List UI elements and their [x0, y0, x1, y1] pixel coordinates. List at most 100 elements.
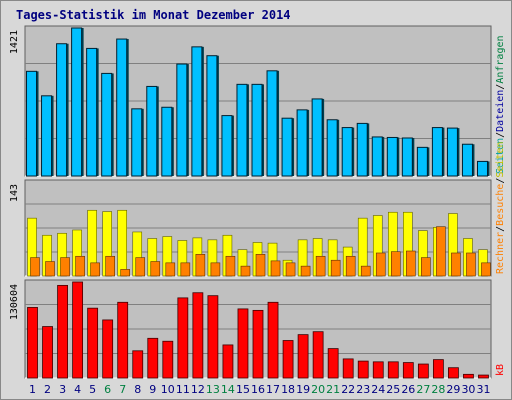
x-tick-label: 30	[461, 383, 475, 396]
bar-anfragen	[116, 38, 128, 177]
bar-kb	[42, 326, 53, 379]
bar-kb	[162, 340, 174, 379]
bar-anfragen	[416, 146, 428, 177]
right-label-part: /	[495, 226, 506, 232]
bar-kb	[27, 307, 38, 379]
bar-besuche	[210, 262, 221, 277]
bar-besuche	[360, 265, 371, 277]
bar-anfragen	[296, 109, 308, 177]
x-tick-label: 16	[251, 383, 265, 396]
bar-kb	[417, 363, 429, 379]
bar-kb	[357, 360, 369, 379]
bar-besuche	[45, 261, 55, 277]
bar-anfragen	[221, 115, 233, 177]
bar-besuche	[390, 251, 401, 277]
bar-besuche	[90, 262, 100, 277]
bar-besuche	[481, 262, 491, 277]
x-tick-label: 12	[191, 383, 205, 396]
x-tick-label: 3	[59, 383, 66, 396]
bar-kb	[312, 331, 324, 379]
x-tick-label: 24	[371, 383, 385, 396]
bar-besuche	[165, 262, 176, 277]
x-tick-label: 23	[356, 383, 370, 396]
bar-anfragen	[146, 85, 158, 177]
bar-besuche	[30, 257, 40, 277]
bar-anfragen	[131, 108, 143, 177]
bar-kb	[463, 373, 474, 379]
bar-besuche	[300, 265, 311, 277]
bar-seiten	[117, 209, 128, 277]
right-label-part: Rechner	[495, 232, 506, 274]
x-tick-label: 8	[134, 383, 141, 396]
x-tick-label: 1	[29, 383, 36, 396]
bar-kb	[207, 295, 219, 379]
x-tick-label: 20	[311, 383, 325, 396]
bar-besuche	[330, 259, 341, 277]
bar-anfragen	[86, 47, 98, 177]
bar-besuche	[180, 262, 191, 277]
x-tick-label: 29	[446, 383, 460, 396]
bar-kb	[267, 301, 279, 379]
bar-besuche	[451, 252, 461, 277]
bar-anfragen	[461, 143, 473, 177]
x-tick-label: 28	[431, 383, 445, 396]
chart-title: Tages-Statistik im Monat Dezember 2014	[16, 8, 291, 22]
bar-kb	[478, 374, 489, 379]
y-max-label-bottom: 130604	[9, 284, 20, 320]
right-label-part: /	[495, 178, 506, 184]
bar-besuche	[60, 257, 70, 277]
bar-kb	[297, 334, 309, 379]
x-tick-label: 14	[221, 383, 235, 396]
right-label-part: Dateien	[495, 90, 506, 132]
bar-kb	[102, 319, 114, 379]
x-tick-label: 18	[281, 383, 295, 396]
y-max-label-top: 1421	[9, 30, 20, 54]
bar-besuche	[315, 255, 326, 277]
right-label-part: Seiten	[495, 142, 506, 178]
bar-kb	[117, 301, 129, 379]
bar-besuche	[421, 257, 431, 277]
x-tick-label: 7	[119, 383, 126, 396]
bar-kb	[237, 308, 249, 379]
bar-besuche	[255, 254, 266, 277]
bar-besuche	[270, 260, 281, 277]
x-tick-label: 6	[104, 383, 111, 396]
bar-besuche	[285, 262, 296, 277]
bar-besuche	[150, 261, 161, 277]
bar-anfragen	[56, 43, 68, 177]
bar-kb	[342, 358, 354, 379]
y-max-label-middle: 143	[9, 184, 20, 202]
x-tick-label: 5	[89, 383, 96, 396]
x-tick-label: 13	[206, 383, 220, 396]
bar-kb	[432, 359, 444, 379]
bar-anfragen	[371, 136, 383, 177]
bar-besuche	[135, 257, 146, 277]
x-tick-label: 9	[149, 383, 156, 396]
bar-kb	[132, 350, 144, 379]
x-tick-label: 21	[326, 383, 340, 396]
x-tick-label: 10	[161, 383, 175, 396]
bar-anfragen	[311, 98, 323, 177]
bar-anfragen	[476, 160, 488, 177]
x-tick-label: 22	[341, 383, 355, 396]
bar-besuche	[436, 226, 446, 277]
bar-anfragen	[101, 72, 113, 177]
bar-kb	[177, 297, 189, 379]
x-tick-label: 26	[401, 383, 415, 396]
x-tick-label: 17	[266, 383, 280, 396]
bar-besuche	[120, 269, 131, 277]
bar-besuche	[240, 265, 251, 277]
bar-anfragen	[401, 137, 413, 177]
bar-besuche	[466, 252, 476, 277]
bar-kb	[147, 337, 159, 379]
bar-besuche	[105, 255, 115, 277]
bar-anfragen	[431, 127, 443, 177]
bar-kb	[192, 292, 204, 379]
x-tick-label: 2	[44, 383, 51, 396]
right-label-part: Seiten	[495, 138, 506, 174]
bar-kb	[372, 361, 384, 379]
bar-anfragen	[236, 83, 248, 177]
x-tick-label: 25	[386, 383, 400, 396]
x-tick-label: 19	[296, 383, 310, 396]
